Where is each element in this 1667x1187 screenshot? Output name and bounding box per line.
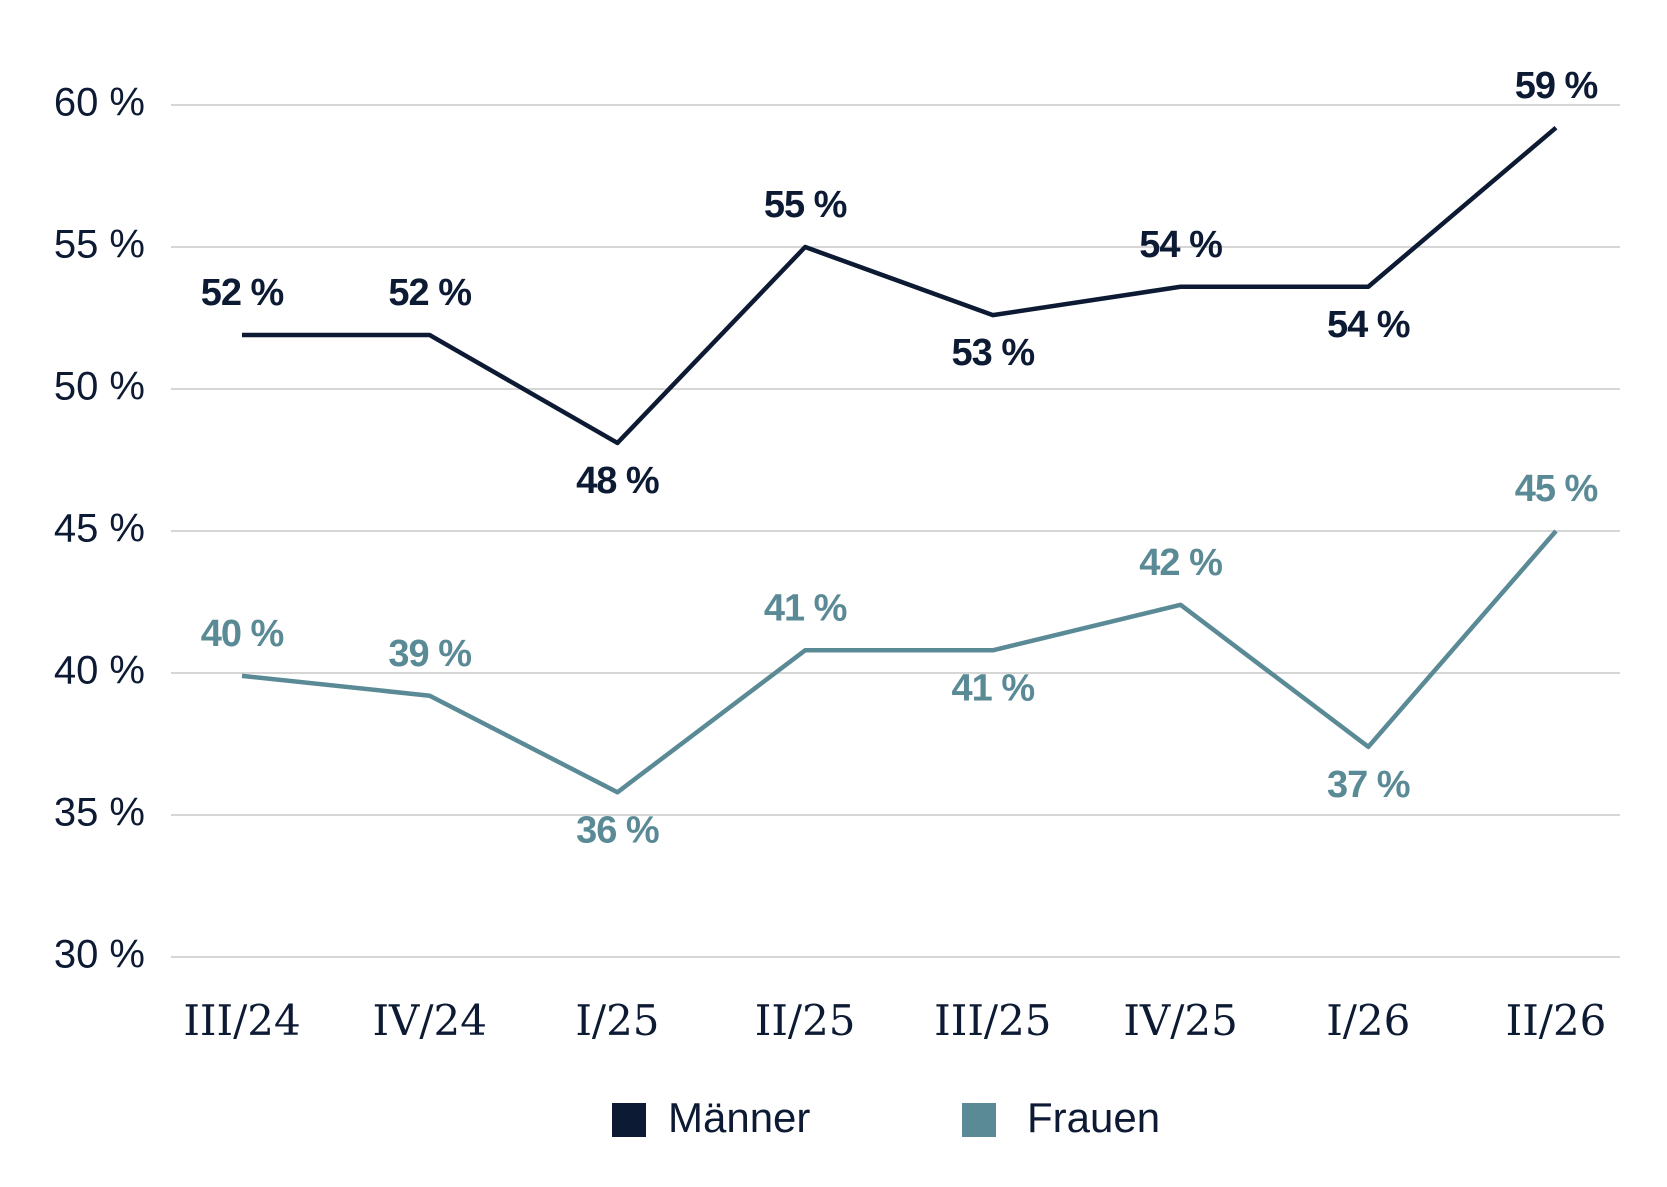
data-label: 40 %	[201, 613, 284, 655]
data-label: 54 %	[1327, 304, 1410, 346]
y-tick-label: 60 %	[54, 81, 145, 125]
legend-swatch	[612, 1103, 646, 1137]
x-tick-label: IV/24	[372, 996, 487, 1045]
y-tick-label: 35 %	[54, 791, 145, 835]
data-label: 48 %	[576, 460, 659, 502]
data-label: 41 %	[952, 667, 1035, 709]
legend-label: Männer	[668, 1094, 810, 1141]
y-tick-label: 40 %	[54, 649, 145, 693]
data-label: 37 %	[1327, 764, 1410, 806]
y-tick-label: 50 %	[54, 365, 145, 409]
x-tick-label: II/25	[755, 996, 856, 1045]
x-tick-label: III/24	[183, 996, 300, 1045]
y-tick-label: 55 %	[54, 223, 145, 267]
line-series	[242, 126, 1558, 446]
x-tick-label: III/25	[934, 996, 1051, 1045]
y-tick-label: 30 %	[54, 933, 145, 977]
x-tick-label: I/25	[575, 996, 659, 1045]
data-label: 52 %	[201, 272, 284, 314]
data-label: 42 %	[1139, 542, 1222, 584]
data-label: 53 %	[952, 332, 1035, 374]
data-label: 45 %	[1515, 468, 1598, 510]
data-label: 54 %	[1139, 224, 1222, 266]
data-label: 39 %	[388, 633, 471, 675]
data-label: 41 %	[764, 587, 847, 629]
data-label: 36 %	[576, 809, 659, 851]
x-tick-label: IV/25	[1123, 996, 1238, 1045]
x-tick-label: II/26	[1506, 996, 1607, 1045]
data-label: 55 %	[764, 184, 847, 226]
legend-swatch	[962, 1103, 996, 1137]
data-label: 52 %	[388, 272, 471, 314]
y-tick-label: 45 %	[54, 507, 145, 551]
legend-label: Frauen	[1027, 1094, 1160, 1141]
x-tick-label: I/26	[1326, 996, 1410, 1045]
line-series	[241, 529, 1558, 795]
data-label: 59 %	[1515, 65, 1598, 107]
